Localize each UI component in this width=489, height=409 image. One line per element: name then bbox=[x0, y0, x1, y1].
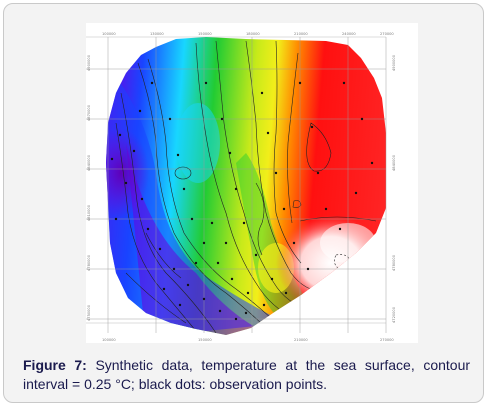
y-tick-label: 4840000 bbox=[392, 154, 396, 171]
x-tick-label: 150000 bbox=[198, 338, 212, 342]
x-tick-label: 180000 bbox=[246, 32, 260, 36]
x-tick-label: 210000 bbox=[294, 32, 308, 36]
y-tick-label: 4780000 bbox=[392, 254, 396, 271]
y-tick-label: 4750000 bbox=[87, 304, 91, 321]
figure-caption-text: Synthetic data, temperature at the sea s… bbox=[23, 357, 471, 392]
x-tick-label: 150000 bbox=[198, 32, 212, 36]
figure-label: Figure 7: bbox=[23, 357, 87, 373]
y-tick-label: 4900000 bbox=[392, 54, 396, 71]
temperature-field bbox=[106, 37, 386, 335]
grid-lines bbox=[86, 37, 387, 333]
y-tick-label: 4900000 bbox=[87, 54, 91, 71]
temperature-map: 100000 130000 150000 180000 210000 24000… bbox=[86, 23, 418, 343]
y-tick-label: 4780000 bbox=[87, 254, 91, 271]
temperature-map-svg: 100000 130000 150000 180000 210000 24000… bbox=[86, 32, 396, 342]
axis-tick-labels: 100000 130000 150000 180000 210000 24000… bbox=[87, 32, 396, 342]
x-tick-label: 240000 bbox=[342, 32, 356, 36]
x-tick-label: 100000 bbox=[102, 338, 116, 342]
x-tick-label: 210000 bbox=[294, 338, 308, 342]
y-tick-label: 4840000 bbox=[87, 154, 91, 171]
figure-caption: Figure 7: Synthetic data, temperature at… bbox=[23, 356, 470, 394]
y-tick-label: 4720000 bbox=[392, 306, 396, 323]
x-tick-label: 130000 bbox=[150, 32, 164, 36]
x-tick-label: 270000 bbox=[380, 338, 394, 342]
x-tick-label: 100000 bbox=[102, 32, 116, 36]
y-tick-label: 4810000 bbox=[87, 204, 91, 221]
y-tick-label: 4870000 bbox=[87, 104, 91, 121]
figure-card: 100000 130000 150000 180000 210000 24000… bbox=[3, 3, 484, 403]
observation-points bbox=[110, 81, 374, 321]
x-tick-label: 270000 bbox=[380, 32, 394, 36]
